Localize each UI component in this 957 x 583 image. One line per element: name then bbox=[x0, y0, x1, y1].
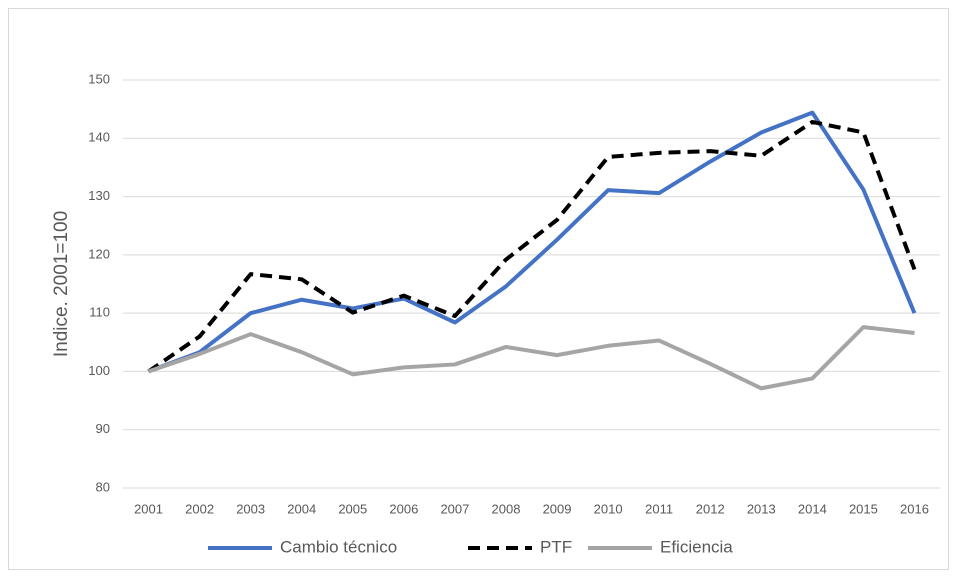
y-tick-label: 80 bbox=[96, 479, 110, 494]
line-series bbox=[147, 119, 917, 374]
y-tick-label: 90 bbox=[96, 421, 110, 436]
x-tick-label: 2014 bbox=[798, 501, 827, 516]
y-tick-label: 150 bbox=[88, 71, 110, 86]
x-tick-label: 2012 bbox=[696, 501, 725, 516]
y-tick-label: 140 bbox=[88, 130, 110, 145]
line-series bbox=[147, 110, 917, 374]
x-tick-label: 2003 bbox=[236, 501, 265, 516]
legend-label: Eficiencia bbox=[660, 537, 733, 556]
x-tick-label: 2010 bbox=[594, 501, 623, 516]
legend-label: Cambio técnico bbox=[280, 537, 397, 556]
x-tick-label: 2013 bbox=[747, 501, 776, 516]
x-tick-label: 2015 bbox=[849, 501, 878, 516]
x-tick-label: 2016 bbox=[900, 501, 929, 516]
x-tick-label: 2006 bbox=[389, 501, 418, 516]
x-tick-label: 2004 bbox=[287, 501, 316, 516]
legend-label: PTF bbox=[540, 537, 572, 556]
x-tick-label: 2009 bbox=[543, 501, 572, 516]
x-tick-label: 2007 bbox=[440, 501, 469, 516]
x-tick-label: 2005 bbox=[338, 501, 367, 516]
y-tick-label: 120 bbox=[88, 246, 110, 261]
line-series bbox=[147, 325, 915, 391]
x-tick-label: 2002 bbox=[185, 501, 214, 516]
y-tick-label: 100 bbox=[88, 363, 110, 378]
x-tick-label: 2008 bbox=[492, 501, 521, 516]
y-tick-label: 110 bbox=[89, 305, 110, 320]
y-axis-label: Indice. 2001=100 bbox=[51, 211, 72, 357]
x-tick-label: 2011 bbox=[645, 501, 673, 516]
y-tick-label: 130 bbox=[88, 188, 110, 203]
x-tick-label: 2001 bbox=[134, 501, 163, 516]
